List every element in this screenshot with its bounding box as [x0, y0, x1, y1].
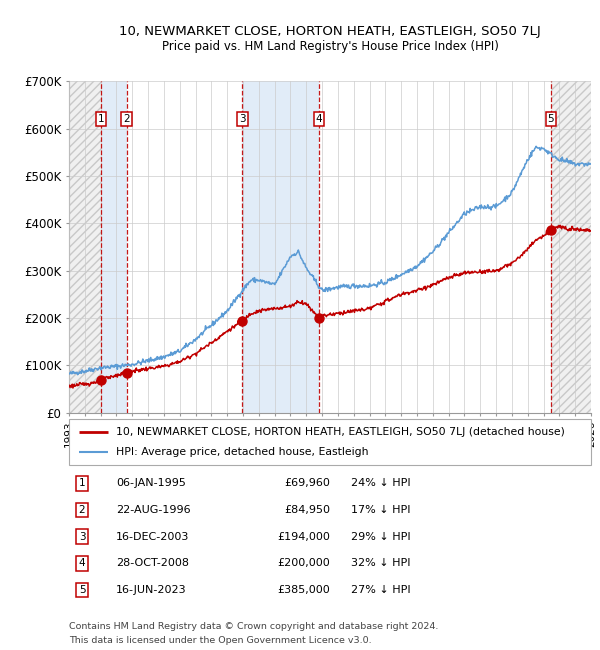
Bar: [69, 81, 101, 413]
Text: 3: 3: [239, 114, 245, 124]
Text: 1: 1: [97, 114, 104, 124]
Text: £385,000: £385,000: [277, 585, 330, 595]
Text: 29% ↓ HPI: 29% ↓ HPI: [351, 532, 410, 541]
Text: 16-JUN-2023: 16-JUN-2023: [116, 585, 187, 595]
Text: 4: 4: [316, 114, 323, 124]
Text: 27% ↓ HPI: 27% ↓ HPI: [351, 585, 410, 595]
Text: £194,000: £194,000: [277, 532, 330, 541]
Text: 1: 1: [79, 478, 85, 488]
Text: 5: 5: [79, 585, 85, 595]
Text: 3: 3: [79, 532, 85, 541]
Text: 24% ↓ HPI: 24% ↓ HPI: [351, 478, 410, 488]
Bar: [69, 81, 101, 413]
Text: 06-JAN-1995: 06-JAN-1995: [116, 478, 186, 488]
Text: 10, NEWMARKET CLOSE, HORTON HEATH, EASTLEIGH, SO50 7LJ (detached house): 10, NEWMARKET CLOSE, HORTON HEATH, EASTL…: [116, 427, 565, 437]
Text: Contains HM Land Registry data © Crown copyright and database right 2024.: Contains HM Land Registry data © Crown c…: [69, 622, 439, 630]
FancyBboxPatch shape: [69, 419, 591, 465]
Text: HPI: Average price, detached house, Eastleigh: HPI: Average price, detached house, East…: [116, 447, 368, 457]
Bar: [551, 81, 591, 413]
Text: 16-DEC-2003: 16-DEC-2003: [116, 532, 190, 541]
Text: £200,000: £200,000: [277, 558, 330, 568]
Bar: [101, 81, 127, 413]
Text: 2: 2: [123, 114, 130, 124]
Text: Price paid vs. HM Land Registry's House Price Index (HPI): Price paid vs. HM Land Registry's House …: [161, 40, 499, 53]
Bar: [242, 81, 319, 413]
Text: 2: 2: [79, 505, 85, 515]
Text: £69,960: £69,960: [284, 478, 330, 488]
Text: 4: 4: [79, 558, 85, 568]
Text: 28-OCT-2008: 28-OCT-2008: [116, 558, 189, 568]
Text: 22-AUG-1996: 22-AUG-1996: [116, 505, 191, 515]
Text: This data is licensed under the Open Government Licence v3.0.: This data is licensed under the Open Gov…: [69, 636, 371, 645]
Text: 5: 5: [548, 114, 554, 124]
Text: £84,950: £84,950: [284, 505, 330, 515]
Text: 10, NEWMARKET CLOSE, HORTON HEATH, EASTLEIGH, SO50 7LJ: 10, NEWMARKET CLOSE, HORTON HEATH, EASTL…: [119, 25, 541, 38]
Bar: [551, 81, 591, 413]
Text: 17% ↓ HPI: 17% ↓ HPI: [351, 505, 410, 515]
Text: 32% ↓ HPI: 32% ↓ HPI: [351, 558, 410, 568]
